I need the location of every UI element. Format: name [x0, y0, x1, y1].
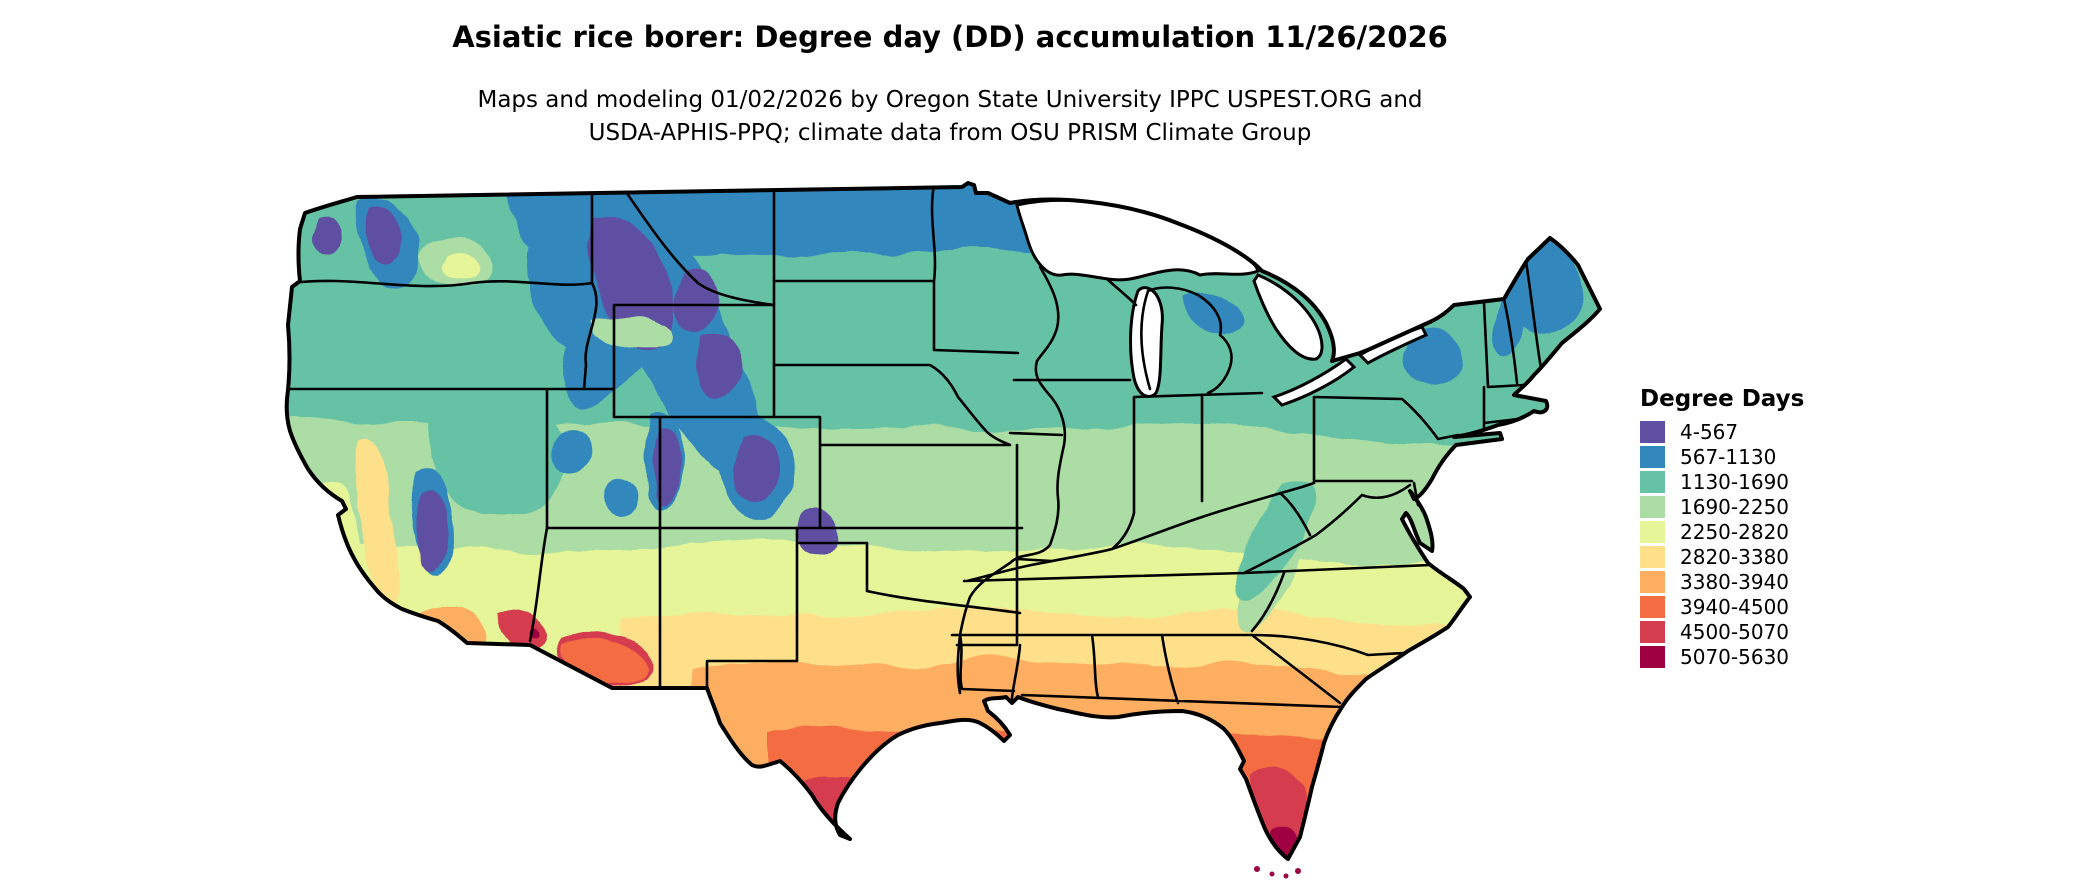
- legend-title: Degree Days: [1640, 386, 1805, 412]
- legend-item: 3940-4500: [1640, 595, 1804, 619]
- legend-label: 1130-1690: [1680, 470, 1790, 494]
- legend-label: 4-567: [1680, 420, 1739, 444]
- legend-swatch: [1640, 646, 1665, 668]
- lake-michigan: [1129, 286, 1164, 398]
- legend-item: 2250-2820: [1640, 520, 1804, 544]
- state-borders: [287, 183, 1544, 727]
- legend-label: 1690-2250: [1680, 495, 1790, 519]
- map-subtitle: Maps and modeling 01/02/2026 by Oregon S…: [0, 84, 1900, 150]
- legend-item: 3380-3940: [1640, 570, 1804, 594]
- us-map-svg: [284, 181, 1602, 879]
- legend-item: 1690-2250: [1640, 495, 1804, 519]
- legend-item: 567-1130: [1640, 445, 1804, 469]
- legend-rows: 4-567 567-1130 1130-1690 1690-2250 2250-2820…: [1640, 420, 1804, 669]
- legend-item: 4500-5070: [1640, 620, 1804, 644]
- legend: Degree Days 4-567 567-1130 1130-1690 1690-2…: [1640, 386, 1804, 671]
- great-lakes: [1015, 198, 1429, 407]
- florida-keys: [1254, 866, 1301, 879]
- legend-swatch: [1640, 596, 1665, 618]
- legend-label: 4500-5070: [1680, 620, 1790, 644]
- lake-huron: [1252, 273, 1324, 361]
- legend-item: 4-567: [1640, 420, 1804, 444]
- map-title: Asiatic rice borer: Degree day (DD) accu…: [452, 20, 1448, 54]
- legend-label: 3940-4500: [1680, 595, 1790, 619]
- map-subtitle-line2: USDA-APHIS-PPQ; climate data from OSU PR…: [588, 120, 1312, 146]
- legend-swatch: [1640, 446, 1665, 468]
- lake-erie: [1271, 357, 1357, 407]
- us-degree-day-map: [258, 180, 1606, 886]
- legend-item: 2820-3380: [1640, 545, 1804, 569]
- legend-swatch: [1640, 571, 1665, 593]
- legend-label: 2820-3380: [1680, 545, 1790, 569]
- map-subtitle-line1: Maps and modeling 01/02/2026 by Oregon S…: [477, 87, 1423, 113]
- legend-swatch: [1640, 471, 1665, 493]
- legend-swatch: [1640, 496, 1665, 518]
- us-outline: [284, 181, 1602, 861]
- legend-item: 1130-1690: [1640, 470, 1804, 494]
- legend-item: 5070-5630: [1640, 645, 1804, 669]
- legend-label: 3380-3940: [1680, 570, 1790, 594]
- legend-label: 5070-5630: [1680, 645, 1790, 669]
- legend-swatch: [1640, 521, 1665, 543]
- legend-label: 567-1130: [1680, 445, 1777, 469]
- legend-swatch: [1640, 621, 1665, 643]
- legend-swatch: [1640, 421, 1665, 443]
- legend-swatch: [1640, 546, 1665, 568]
- legend-label: 2250-2820: [1680, 520, 1790, 544]
